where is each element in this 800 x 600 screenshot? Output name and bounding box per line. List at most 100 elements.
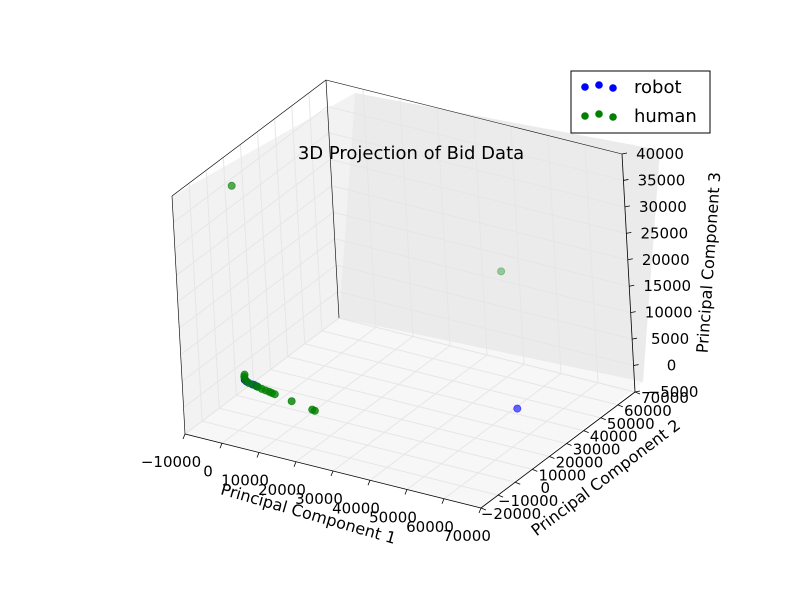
x-tick-label: 50000 [369, 509, 417, 527]
x-gridline-wall [362, 89, 377, 328]
y-gridline-wall [205, 170, 220, 409]
x-gridline-wall [399, 98, 414, 337]
y-gridline-floor [304, 343, 601, 419]
pane-edge [325, 79, 340, 319]
pane-edge [325, 79, 623, 155]
y-tick [583, 430, 589, 434]
y-tick [600, 417, 606, 421]
left-pane [172, 93, 355, 434]
z-tick [626, 231, 632, 234]
axes-edges [171, 79, 636, 509]
z-gridline-left [177, 185, 333, 303]
x-gridline-floor [221, 326, 377, 444]
y-tick [617, 404, 624, 408]
x-gridline-floor [295, 345, 451, 463]
x-tick-label: 70000 [443, 527, 491, 545]
z-tick-label: 10000 [645, 304, 693, 322]
z-gridline-back [337, 291, 634, 367]
x-tick [219, 443, 223, 449]
z-gridline-back [330, 158, 627, 234]
y-gridline-wall [308, 92, 323, 331]
z-tick [621, 152, 628, 155]
x-gridline-wall [584, 144, 599, 383]
z-gridline-left [178, 211, 334, 329]
y-gridline-wall [188, 183, 203, 422]
z-axis-line [621, 153, 636, 393]
z-tick-label: 40000 [636, 145, 684, 163]
x-gridline-floor [332, 354, 488, 472]
y-gridline-floor [287, 356, 584, 432]
x-tick [441, 498, 445, 504]
robot-legend-marker [581, 83, 589, 91]
z-gridline-back [328, 132, 626, 208]
x-tick [293, 461, 297, 467]
x-gridline-wall [510, 126, 525, 365]
y-gridline-floor [201, 420, 499, 496]
pane-edge [171, 79, 327, 197]
legend: robot human [570, 70, 711, 134]
z-tick-label: 15000 [643, 277, 691, 295]
y-tick-label: 10000 [538, 466, 586, 484]
y-gridline-wall [239, 144, 254, 383]
y-tick [566, 443, 572, 446]
back-pane [339, 93, 660, 382]
z-gridline-back [338, 317, 636, 393]
human-legend-marker [595, 110, 603, 118]
z-tick-label: 25000 [640, 224, 688, 242]
human-point [310, 406, 319, 415]
robot-legend-marker [609, 84, 617, 92]
z-tick-labels: −5000 0 5000 10000 15000 20000 25000 30000 35000… [636, 145, 698, 401]
y-tick-label: −10000 [498, 492, 558, 510]
human-legend-marker [581, 112, 589, 120]
x-gridline-wall [436, 107, 451, 346]
human-point [227, 181, 236, 190]
y-gridline-wall [291, 105, 306, 344]
y-tick [480, 507, 487, 511]
y-tick-label: 50000 [607, 415, 655, 433]
data-points [227, 181, 522, 415]
legend-entries: robot human [581, 77, 697, 127]
x-tick-label: 30000 [295, 490, 343, 508]
y-tick-label: 60000 [624, 402, 672, 420]
y-gridline-floor [253, 381, 550, 457]
ticks [182, 152, 641, 514]
x-tick-label: 10000 [221, 472, 269, 490]
robot-legend-marker [595, 81, 603, 89]
x-tick [182, 433, 186, 440]
x-gridline-floor [406, 373, 562, 490]
z-tick-label: 20000 [642, 251, 690, 269]
human-point [287, 397, 296, 406]
x-gridline-floor [258, 336, 414, 453]
y-gridline-floor [219, 407, 516, 483]
y-gridline-floor [321, 330, 619, 406]
y-tick-label: 0 [540, 479, 550, 497]
x-tick [256, 452, 260, 458]
y-tick [497, 494, 504, 498]
y-gridline-floor [270, 369, 567, 445]
x-tick-label: 60000 [406, 518, 454, 536]
x-gridline-floor [443, 382, 599, 500]
y-tick [549, 456, 555, 459]
z-gridline-back [334, 238, 631, 314]
z-gridline-left [184, 317, 340, 435]
legend-box [570, 70, 711, 134]
pane-edge [171, 195, 186, 435]
z-tick [629, 284, 635, 287]
z-tick [633, 364, 639, 366]
x-tick-label: −10000 [141, 453, 201, 471]
chart-title: 3D Projection of Bid Data [298, 143, 524, 164]
z-tick-label: 30000 [639, 198, 687, 216]
z-tick [623, 179, 629, 181]
x-tick [330, 470, 334, 477]
z-tick [632, 337, 638, 340]
human-legend-label: human [634, 106, 697, 127]
z-tick [634, 390, 641, 393]
y-gridline-floor [236, 394, 533, 470]
x-gridline-wall [547, 135, 562, 374]
human-legend-marker [609, 113, 617, 121]
y-tick [634, 391, 641, 395]
z-tick-label: 35000 [638, 171, 686, 189]
y-gridline-wall [274, 118, 289, 357]
x-tick-label: 40000 [332, 499, 380, 517]
robot-legend-label: robot [634, 77, 682, 98]
